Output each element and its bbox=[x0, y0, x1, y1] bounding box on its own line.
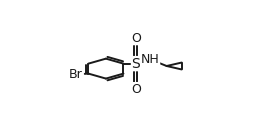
Text: S: S bbox=[132, 57, 140, 71]
Text: O: O bbox=[131, 32, 141, 45]
Text: Br: Br bbox=[69, 68, 83, 81]
Text: O: O bbox=[131, 83, 141, 96]
Text: NH: NH bbox=[141, 53, 160, 66]
